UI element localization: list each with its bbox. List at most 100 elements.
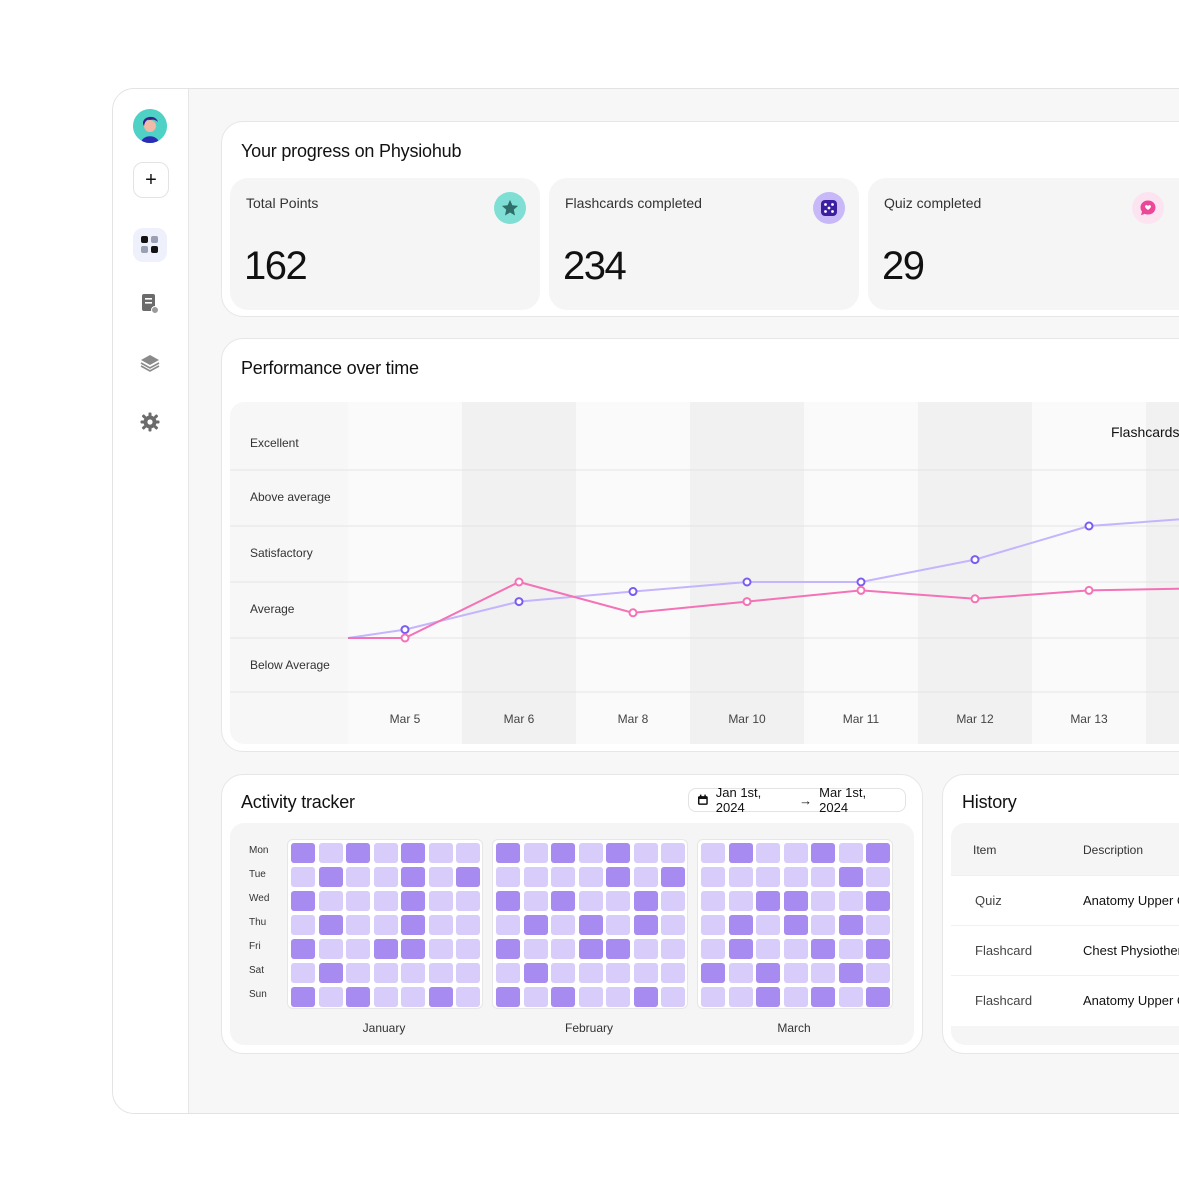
data-point[interactable] [742,577,752,587]
activity-cell[interactable] [373,987,398,1007]
activity-cell[interactable] [578,915,603,935]
activity-cell[interactable] [551,963,575,983]
activity-cell[interactable] [811,963,835,983]
activity-cell[interactable] [866,963,890,983]
activity-cell[interactable] [578,891,603,911]
activity-cell[interactable] [811,843,835,863]
activity-cell[interactable] [456,843,480,863]
activity-cell[interactable] [756,963,780,983]
activity-cell[interactable] [551,843,575,863]
data-point[interactable] [514,597,524,607]
activity-cell[interactable] [523,963,548,983]
data-point[interactable] [1084,521,1094,531]
activity-cell[interactable] [496,963,520,983]
activity-cell[interactable] [523,891,548,911]
activity-cell[interactable] [701,963,725,983]
activity-cell[interactable] [523,987,548,1007]
activity-cell[interactable] [756,843,780,863]
date-range-picker[interactable]: Jan 1st, 2024 → Mar 1st, 2024 [688,785,906,815]
activity-cell[interactable] [701,987,725,1007]
data-point[interactable] [400,633,410,643]
activity-cell[interactable] [318,867,343,887]
activity-cell[interactable] [401,915,425,935]
activity-cell[interactable] [318,963,343,983]
activity-cell[interactable] [661,891,685,911]
activity-cell[interactable] [661,915,685,935]
activity-cell[interactable] [318,987,343,1007]
activity-cell[interactable] [701,867,725,887]
activity-cell[interactable] [456,987,480,1007]
data-point[interactable] [856,585,866,595]
activity-cell[interactable] [783,867,808,887]
activity-cell[interactable] [551,867,575,887]
activity-cell[interactable] [633,963,658,983]
activity-cell[interactable] [606,843,630,863]
activity-cell[interactable] [496,891,520,911]
user-avatar[interactable] [133,109,167,143]
activity-cell[interactable] [373,963,398,983]
activity-cell[interactable] [578,963,603,983]
activity-cell[interactable] [346,915,370,935]
activity-cell[interactable] [291,987,315,1007]
activity-cell[interactable] [606,963,630,983]
activity-cell[interactable] [838,987,863,1007]
activity-cell[interactable] [428,915,453,935]
activity-cell[interactable] [783,915,808,935]
activity-cell[interactable] [633,939,658,959]
activity-cell[interactable] [578,867,603,887]
activity-cell[interactable] [523,843,548,863]
table-row[interactable]: Flashcard Anatomy Upper C [951,975,1179,1026]
activity-cell[interactable] [811,867,835,887]
activity-cell[interactable] [633,843,658,863]
activity-cell[interactable] [496,867,520,887]
activity-cell[interactable] [728,987,753,1007]
activity-cell[interactable] [783,987,808,1007]
data-point[interactable] [628,587,638,597]
activity-cell[interactable] [728,963,753,983]
activity-cell[interactable] [838,915,863,935]
activity-cell[interactable] [578,843,603,863]
activity-cell[interactable] [291,939,315,959]
activity-cell[interactable] [291,843,315,863]
data-point[interactable] [970,594,980,604]
activity-cell[interactable] [523,939,548,959]
activity-cell[interactable] [428,843,453,863]
activity-cell[interactable] [401,843,425,863]
data-point[interactable] [970,555,980,565]
activity-cell[interactable] [578,939,603,959]
activity-cell[interactable] [456,867,480,887]
activity-cell[interactable] [496,987,520,1007]
activity-cell[interactable] [701,915,725,935]
activity-cell[interactable] [291,915,315,935]
activity-cell[interactable] [606,987,630,1007]
activity-cell[interactable] [756,891,780,911]
activity-cell[interactable] [496,843,520,863]
activity-cell[interactable] [728,939,753,959]
activity-cell[interactable] [838,963,863,983]
activity-cell[interactable] [523,867,548,887]
activity-cell[interactable] [346,843,370,863]
activity-cell[interactable] [756,987,780,1007]
activity-cell[interactable] [401,939,425,959]
activity-cell[interactable] [633,891,658,911]
activity-cell[interactable] [346,939,370,959]
activity-cell[interactable] [428,939,453,959]
activity-cell[interactable] [783,939,808,959]
activity-cell[interactable] [811,987,835,1007]
activity-cell[interactable] [838,843,863,863]
activity-cell[interactable] [606,939,630,959]
activity-cell[interactable] [291,867,315,887]
activity-cell[interactable] [456,963,480,983]
activity-cell[interactable] [811,915,835,935]
data-point[interactable] [628,608,638,618]
activity-cell[interactable] [728,843,753,863]
activity-cell[interactable] [866,915,890,935]
sidebar-item-layers[interactable] [133,346,167,380]
activity-cell[interactable] [661,939,685,959]
activity-cell[interactable] [373,939,398,959]
activity-cell[interactable] [838,891,863,911]
activity-cell[interactable] [606,915,630,935]
table-row[interactable]: Quiz Anatomy Upper C [951,875,1179,926]
add-button[interactable]: + [133,162,169,198]
activity-cell[interactable] [318,843,343,863]
